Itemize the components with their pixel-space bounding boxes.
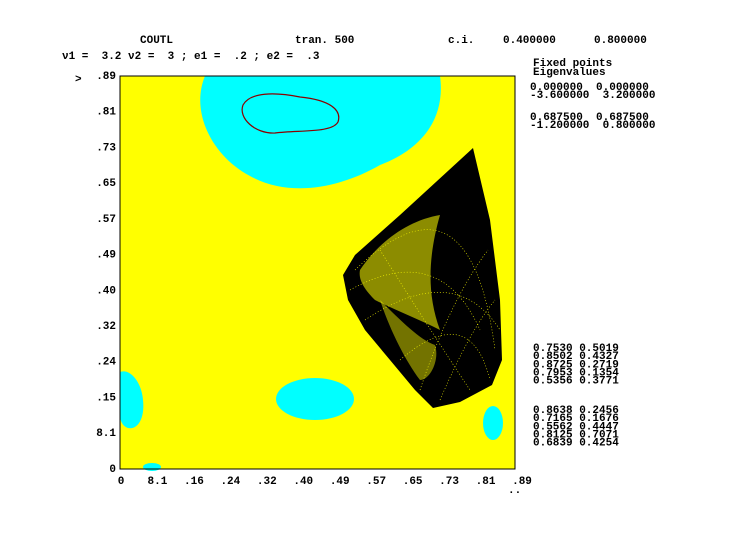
x-tick-label: .24 [220,476,240,488]
point-coords: 0.6839 0.4254 [533,438,619,450]
params: ν1 = 3.2 ν2 = 3 ; e1 = .2 ; e2 = .3 [62,51,320,63]
point-coords: 0.7953 0.1354 [533,368,619,380]
point-coords: 0.7165 0.1676 [533,413,619,425]
region [143,463,161,471]
fixed-point: -3.600000 3.200000 [530,90,655,102]
y-tick-label: .49 [96,250,116,262]
x-axis-note: .. [508,485,521,497]
ci-value: 0.800000 [594,35,647,47]
y-tick-label: .57 [96,214,116,226]
strand [419,249,489,391]
x-tick-label: .57 [366,476,386,488]
region [483,406,503,440]
point-coords: 0.7530 0.5019 [533,343,619,355]
contour [241,93,340,134]
point-coords: 0.8638 0.2456 [533,405,619,417]
y-tick-label: .81 [96,107,116,119]
plot-frame [119,75,516,470]
marker: > [75,74,82,86]
x-tick-label: .65 [403,476,423,488]
x-tick-label: 8.1 [148,476,168,488]
point-coords: 0.8725 0.2719 [533,359,619,371]
y-tick-label: .65 [96,178,116,190]
x-tick-label: .81 [476,476,496,488]
attractor-gap [359,215,440,330]
x-tick-label: 0 [118,476,125,488]
region [276,378,354,420]
x-tick-label: .40 [293,476,313,488]
strand [399,334,491,381]
y-tick-label: 8.1 [96,428,116,440]
side-subheading: Eigenvalues [533,67,606,79]
x-tick-label: .89 [512,476,532,488]
fixed-point: -1.200000 0.800000 [530,120,655,132]
strand [379,249,471,391]
point-coords: 0.8502 0.4327 [533,351,619,363]
strand [439,299,496,401]
attractor-strands [349,229,501,401]
y-tick-label: .89 [96,71,116,83]
attractor-gap [380,300,437,380]
point-coords: 0.5562 0.4447 [533,421,619,433]
fixed-point: 0.000000 0.000000 [530,82,649,94]
y-tick-label: .40 [96,285,116,297]
y-tick-label: .15 [96,392,116,404]
strand [349,271,481,331]
region [120,371,144,429]
fixed-point: 0.687500 0.687500 [530,112,649,124]
title: COUTL [140,35,173,47]
plot [119,75,516,471]
strand [364,292,501,331]
y-tick-label: .73 [96,142,116,154]
transients: tran. 500 [295,35,354,47]
point-coords: 0.8125 0.7071 [533,430,619,442]
ci-value: 0.400000 [503,35,556,47]
side-heading: Fixed points [533,58,612,70]
y-tick-label: .32 [96,321,116,333]
point-coords: 0.5356 0.3771 [533,376,619,388]
x-tick-label: .73 [439,476,459,488]
x-tick-label: .16 [184,476,204,488]
y-tick-label: .24 [96,357,116,369]
region [200,76,441,189]
strand [354,229,496,351]
x-tick-label: .32 [257,476,277,488]
ci-label: c.i. [448,35,474,47]
labels: COUTL tran. 500 c.i. 0.400000 0.800000 ν1 = 3… [62,35,655,497]
y-tick-label: 0 [109,464,116,476]
x-tick-label: .49 [330,476,350,488]
